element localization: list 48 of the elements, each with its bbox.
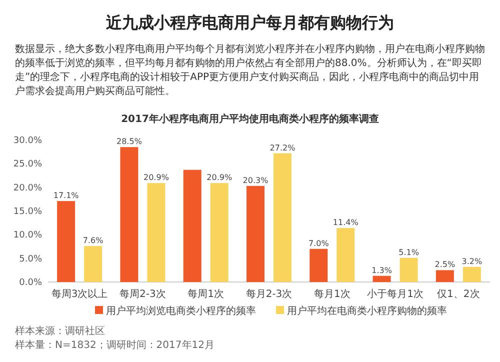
data-label: 1.3%: [372, 266, 392, 275]
data-label: 2.5%: [434, 260, 456, 270]
bar: [462, 266, 481, 282]
bar: [120, 147, 138, 282]
text: 样本来源：调研社区: [15, 325, 105, 337]
chart-title: 近九成小程序电商用户每月都有购物行为: [105, 13, 394, 32]
bar: [336, 228, 355, 282]
y-tick-label: 15.0%: [13, 207, 42, 217]
x-tick-label: 每周3次以上: [51, 288, 108, 300]
data-label: 27.2%: [270, 143, 296, 152]
chart-subtitle: 2017年小程序电商用户平均使用电商类小程序的频率调查: [121, 113, 379, 125]
data-label: 7.0%: [308, 238, 330, 248]
bar: [436, 270, 454, 282]
data-label: 3.2%: [462, 256, 482, 266]
bar: [84, 246, 102, 282]
x-tick-label: 每月1次: [314, 288, 350, 300]
y-tick-label: 0.0%: [19, 278, 42, 288]
bar: [183, 170, 202, 282]
data-label: 17.1%: [53, 191, 80, 200]
data-label: 28.5%: [116, 137, 142, 146]
bar: [147, 183, 166, 282]
legend-label: 用户平均浏览电商类小程序的频率: [106, 305, 256, 317]
data-label: 11.4%: [332, 218, 359, 228]
text: 样本量：N=1832；调研时间：2017年12月: [15, 339, 214, 351]
bar: [57, 201, 76, 282]
bar: [210, 183, 228, 282]
y-tick-label: 30.0%: [13, 136, 42, 146]
bar: [246, 186, 264, 282]
y-tick-label: 20.0%: [13, 183, 42, 194]
bar: [274, 153, 292, 282]
text: 数据显示，绝大多数小程序电商用户平均每个月都有浏览小程序并在小程序内购物，用户在电商小程序购物的频率低于浏览的频率，但平均每月都有购物的用户依然占有全部用户的88.0%。分析师认为，在“即买即走”的理念下，小程序电商的设计相较于APP更方便用户支付购买商品，因此，小程序电商中的商品切中用户需求会提高用户购买商品可能性。: [15, 43, 485, 97]
data-label: 5.1%: [398, 248, 420, 257]
data-label: 20.9%: [206, 173, 232, 182]
data-label: 20.3%: [242, 176, 269, 185]
x-tick-label: 小于每月1次: [367, 288, 424, 300]
data-label: 20.9%: [144, 173, 170, 182]
x-tick-label: 每周1次: [188, 288, 224, 300]
y-tick-label: 5.0%: [19, 254, 42, 264]
x-tick-label: 每周2-3次: [120, 288, 166, 300]
x-tick-label: 仅1、2次: [437, 289, 480, 300]
data-label: 7.6%: [82, 236, 104, 246]
legend-label: 用户平均在电商类小程序购物的频率: [287, 305, 447, 317]
bar: [310, 248, 328, 282]
y-tick-label: 10.0%: [13, 230, 42, 241]
bar: [400, 258, 418, 282]
bar: [372, 276, 391, 282]
y-tick-label: 25.0%: [13, 160, 42, 170]
x-tick-label: 每月2-3次: [246, 288, 292, 300]
